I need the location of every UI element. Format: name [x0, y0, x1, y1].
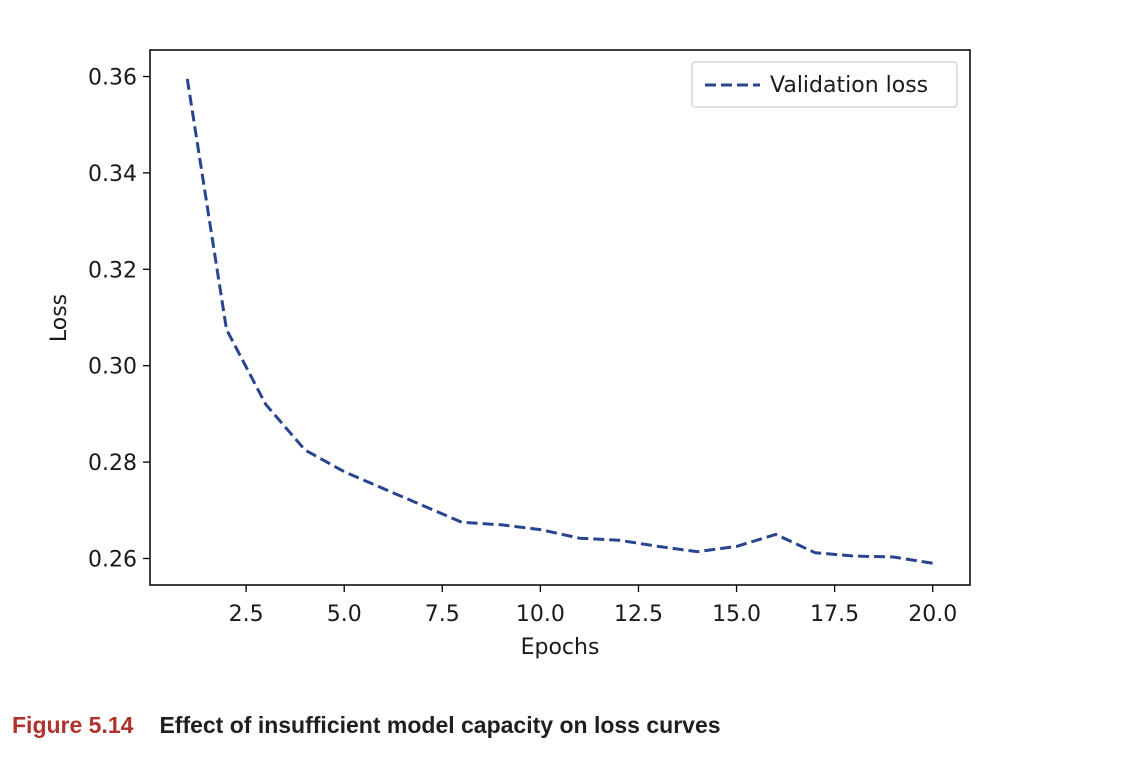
figure-number: Figure 5.14 [12, 712, 134, 738]
y-tick-label: 0.30 [88, 355, 137, 380]
legend: Validation loss [691, 61, 958, 108]
figure-caption-text: Effect of insufficient model capacity on… [159, 712, 721, 738]
y-tick-label: 0.34 [88, 162, 137, 187]
series-line-validation-loss [185, 78, 933, 565]
x-tick-label: 2.5 [229, 602, 264, 627]
x-tick-label: 17.5 [810, 602, 859, 627]
x-tick-label: 15.0 [712, 602, 761, 627]
figure-caption: Figure 5.14 Effect of insufficient model … [12, 712, 721, 739]
y-axis-title: Loss [47, 294, 72, 342]
x-tick-label: 5.0 [327, 602, 362, 627]
x-tick-label: 10.0 [516, 602, 565, 627]
legend-box [691, 61, 958, 108]
y-axis-ticks: 0.26 0.28 0.30 0.32 0.34 0.36 [88, 66, 150, 572]
y-tick-label: 0.26 [88, 547, 137, 572]
x-axis-ticks: 2.5 5.0 7.5 10.0 12.5 15.0 17.5 20.0 [229, 585, 957, 627]
x-tick-label: 20.0 [908, 602, 957, 627]
y-tick-label: 0.36 [88, 66, 137, 91]
x-tick-label: 12.5 [614, 602, 663, 627]
plot-area [149, 49, 971, 586]
x-axis-title: Epochs [521, 635, 600, 660]
y-tick-label: 0.32 [88, 258, 137, 283]
y-tick-label: 0.28 [88, 451, 137, 476]
series-layer [185, 78, 933, 565]
legend-label: Validation loss [770, 73, 928, 98]
line-chart: 2.5 5.0 7.5 10.0 12.5 15.0 17.5 20.0 0.260.280.… [47, 49, 971, 660]
x-tick-label: 7.5 [425, 602, 460, 627]
